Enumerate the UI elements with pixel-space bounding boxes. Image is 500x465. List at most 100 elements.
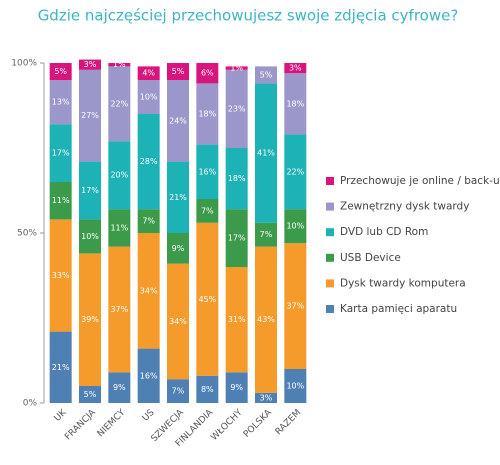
x-tick-label: RAZEM — [274, 408, 303, 437]
bar-segment — [284, 73, 307, 135]
value-label: 34% — [169, 317, 187, 326]
bar-segment — [255, 66, 277, 84]
value-label: 21% — [169, 193, 187, 202]
bar-segment — [196, 222, 219, 376]
legend-label: Zewnętrzny dysk twardy — [340, 201, 469, 213]
value-label: 8% — [201, 385, 214, 394]
value-label: 7% — [172, 387, 185, 396]
bar-segment — [79, 253, 101, 386]
legend-label: Dysk twardy komputera — [340, 277, 466, 289]
x-tick-label: US — [141, 408, 157, 424]
value-label: 9% — [172, 244, 185, 253]
value-label: 10% — [140, 93, 158, 102]
y-tick-label: 100% — [11, 59, 37, 69]
chart-title: Gdzie najczęściej przechowujesz swoje zd… — [38, 7, 459, 25]
bar-segment — [225, 69, 248, 148]
value-label: 5% — [84, 390, 97, 399]
bar-segment — [79, 69, 101, 162]
value-label: 41% — [257, 149, 275, 158]
legend-label: Karta pamięci aparatu — [340, 303, 457, 315]
bar-segment — [137, 209, 160, 233]
bar-segment — [167, 63, 189, 80]
value-label: 9% — [113, 383, 126, 392]
bar-segment — [284, 209, 307, 244]
value-label: 20% — [110, 171, 128, 180]
value-label: 43% — [257, 315, 275, 324]
bar-segment — [196, 63, 219, 84]
value-label: 34% — [140, 286, 158, 295]
bar-segment — [196, 144, 219, 199]
bar-segment — [137, 233, 160, 349]
value-label: 5% — [54, 67, 67, 76]
value-label: 45% — [198, 295, 216, 304]
value-label: 17% — [52, 149, 70, 158]
value-label: 18% — [286, 99, 304, 108]
bar-segment — [137, 80, 160, 114]
value-label: 4% — [142, 69, 155, 78]
bar-segment — [167, 233, 189, 264]
value-label: 10% — [81, 232, 99, 241]
value-label: 5% — [172, 67, 185, 76]
value-label: 11% — [110, 223, 128, 232]
x-tick-label: NIEMCY — [96, 407, 128, 439]
value-label: 22% — [110, 99, 128, 108]
bar-segment — [49, 124, 72, 182]
bar-segment — [167, 80, 189, 162]
x-tick-label: WŁOCHY — [209, 407, 244, 442]
bar-segment — [255, 83, 277, 223]
value-label: 22% — [286, 167, 304, 176]
bar-segment — [49, 63, 72, 80]
bar-segment — [196, 83, 219, 145]
bar-segment — [79, 161, 101, 220]
bar-segment — [79, 59, 101, 70]
value-label: 6% — [201, 69, 214, 78]
bar-segment — [108, 246, 131, 373]
value-label: 3% — [289, 64, 302, 73]
bar-segment — [108, 141, 131, 210]
bar-segment — [196, 375, 219, 403]
bar-segment — [255, 392, 277, 403]
legend-label: Przechowuje je online / back-up — [340, 175, 500, 187]
legend-label: DVD lub CD Rom — [340, 226, 428, 238]
value-label: 3% — [84, 60, 97, 69]
bar-segment — [225, 66, 248, 70]
value-label: 7% — [201, 206, 214, 215]
value-label: 37% — [286, 302, 304, 311]
value-label: 1% — [230, 64, 243, 73]
bar-segment — [225, 209, 248, 267]
legend-swatch — [326, 253, 334, 262]
bar-segment — [137, 348, 160, 403]
value-label: 16% — [140, 371, 158, 380]
value-label: 10% — [286, 382, 304, 391]
value-label: 37% — [110, 305, 128, 314]
bar-segment — [167, 161, 189, 233]
bar-segment — [225, 148, 248, 210]
value-label: 13% — [52, 98, 70, 107]
bar-segment — [49, 331, 72, 403]
legend-swatch — [326, 228, 334, 237]
legend-swatch — [326, 279, 334, 288]
bar-segment — [284, 243, 307, 369]
bar-segment — [137, 114, 160, 210]
value-label: 18% — [228, 174, 246, 183]
bar-segment — [255, 246, 277, 393]
x-tick-label: POLSKA — [242, 407, 275, 440]
y-tick-label: 50% — [17, 229, 37, 239]
bar-segment — [108, 372, 131, 403]
value-label: 11% — [52, 196, 70, 205]
value-label: 27% — [81, 111, 99, 120]
bar-segment — [108, 66, 131, 142]
legend-label: USB Device — [340, 252, 401, 264]
value-label: 7% — [142, 217, 155, 226]
bar-segment — [284, 63, 307, 74]
value-label: 10% — [286, 222, 304, 231]
bar-segment — [284, 134, 307, 210]
value-label: 31% — [228, 315, 246, 324]
legend-swatch — [326, 305, 334, 313]
value-label: 33% — [52, 271, 70, 280]
legend-swatch — [326, 177, 334, 185]
value-label: 1% — [113, 60, 126, 69]
bar-segment — [284, 369, 307, 403]
value-label: 39% — [81, 315, 99, 324]
